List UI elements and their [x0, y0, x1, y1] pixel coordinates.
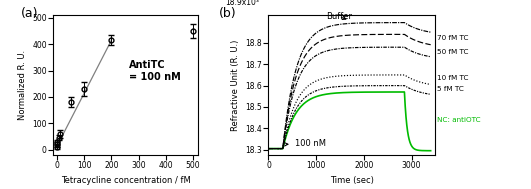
Text: 70 fM TC: 70 fM TC: [437, 35, 468, 40]
Text: NC: antiOTC: NC: antiOTC: [437, 117, 481, 123]
Text: 5 fM TC: 5 fM TC: [437, 86, 464, 92]
Text: (b): (b): [218, 7, 236, 20]
Text: 100 nM: 100 nM: [285, 139, 326, 148]
Text: Buffer: Buffer: [326, 12, 352, 21]
X-axis label: Time (sec): Time (sec): [330, 176, 374, 185]
Y-axis label: Normalized R. U.: Normalized R. U.: [18, 50, 27, 120]
X-axis label: Tetracycline concentration / fM: Tetracycline concentration / fM: [61, 176, 191, 185]
Text: (a): (a): [21, 7, 39, 20]
Text: AntiTC
= 100 nM: AntiTC = 100 nM: [129, 60, 181, 82]
Text: 50 fM TC: 50 fM TC: [437, 50, 468, 56]
Y-axis label: Refractive Unit (R. U.): Refractive Unit (R. U.): [231, 39, 240, 131]
Text: 18.9x10³: 18.9x10³: [225, 0, 259, 7]
Text: 10 fM TC: 10 fM TC: [437, 75, 468, 81]
